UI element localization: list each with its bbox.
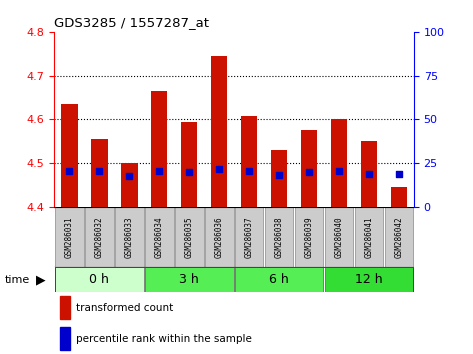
- Text: GSM286041: GSM286041: [364, 216, 374, 258]
- Bar: [121, 163, 138, 207]
- Bar: [60, 327, 70, 350]
- Bar: [91, 139, 107, 207]
- Bar: [355, 207, 383, 267]
- Text: GSM286040: GSM286040: [334, 216, 343, 258]
- Text: 12 h: 12 h: [355, 273, 383, 286]
- Text: percentile rank within the sample: percentile rank within the sample: [76, 333, 252, 343]
- Point: [395, 171, 403, 177]
- Point: [66, 168, 73, 173]
- Text: GSM286033: GSM286033: [125, 216, 134, 258]
- Bar: [175, 207, 203, 267]
- Bar: [391, 187, 407, 207]
- Bar: [151, 91, 167, 207]
- Point: [365, 171, 373, 177]
- Bar: [115, 207, 144, 267]
- Text: GSM286042: GSM286042: [394, 216, 403, 258]
- Bar: [145, 267, 234, 292]
- Point: [185, 169, 193, 175]
- Text: 3 h: 3 h: [179, 273, 199, 286]
- Text: time: time: [5, 275, 30, 285]
- Bar: [55, 207, 84, 267]
- Bar: [55, 267, 144, 292]
- Bar: [265, 207, 293, 267]
- Point: [125, 173, 133, 179]
- Text: GSM286037: GSM286037: [245, 216, 254, 258]
- Text: GSM286036: GSM286036: [215, 216, 224, 258]
- Text: transformed count: transformed count: [76, 303, 173, 313]
- Point: [335, 168, 343, 173]
- Bar: [324, 267, 413, 292]
- Bar: [211, 56, 228, 207]
- Bar: [181, 122, 197, 207]
- Text: GSM286038: GSM286038: [274, 216, 284, 258]
- Point: [245, 169, 253, 174]
- Bar: [235, 267, 324, 292]
- Text: 0 h: 0 h: [89, 273, 109, 286]
- Text: GDS3285 / 1557287_at: GDS3285 / 1557287_at: [54, 16, 210, 29]
- Text: GSM286035: GSM286035: [184, 216, 194, 258]
- Bar: [85, 207, 114, 267]
- Point: [96, 169, 103, 174]
- Bar: [331, 119, 347, 207]
- Bar: [60, 296, 70, 319]
- Text: GSM286034: GSM286034: [155, 216, 164, 258]
- Text: 6 h: 6 h: [269, 273, 289, 286]
- Bar: [205, 207, 234, 267]
- Bar: [61, 104, 78, 207]
- Bar: [145, 207, 174, 267]
- Point: [215, 167, 223, 172]
- Text: GSM286039: GSM286039: [305, 216, 314, 258]
- Bar: [324, 207, 353, 267]
- Bar: [301, 130, 317, 207]
- Point: [275, 172, 283, 178]
- Text: GSM286031: GSM286031: [65, 216, 74, 258]
- Text: ▶: ▶: [35, 273, 45, 286]
- Bar: [235, 207, 263, 267]
- Point: [156, 168, 163, 173]
- Bar: [385, 207, 413, 267]
- Bar: [271, 150, 287, 207]
- Bar: [295, 207, 324, 267]
- Bar: [241, 116, 257, 207]
- Bar: [361, 141, 377, 207]
- Point: [305, 169, 313, 175]
- Text: GSM286032: GSM286032: [95, 216, 104, 258]
